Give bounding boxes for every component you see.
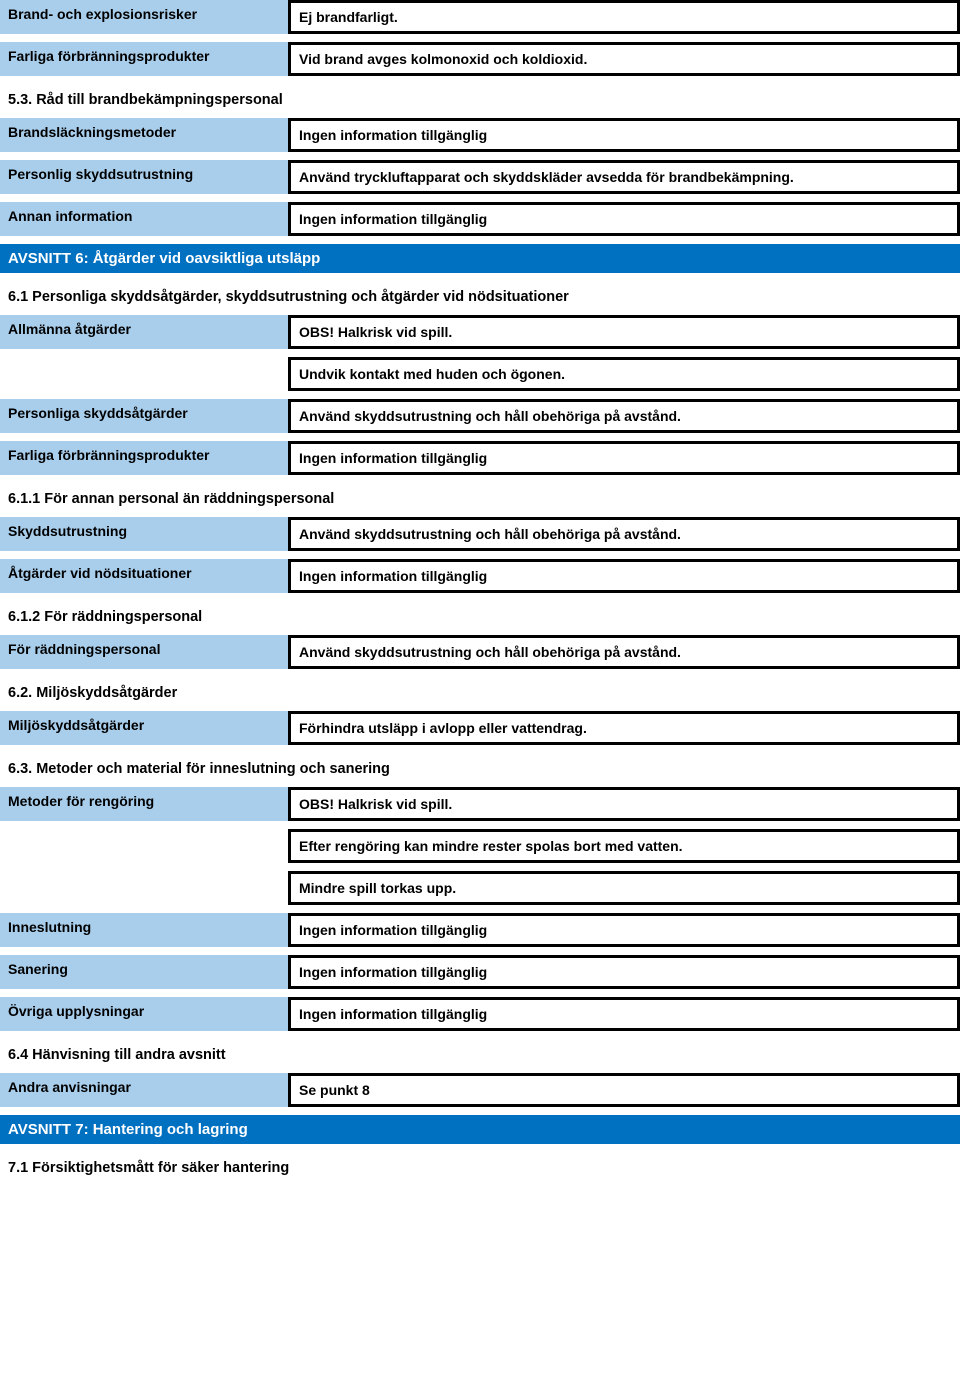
value-personliga: Använd skyddsutrustning och håll obehöri… xyxy=(288,399,960,433)
value-inneslutning: Ingen information tillgänglig xyxy=(288,913,960,947)
heading-6-3: 6.3. Metoder och material för inneslutni… xyxy=(0,753,960,787)
value-annan-info: Ingen information tillgänglig xyxy=(288,202,960,236)
value-metoder-rengoring-1: OBS! Halkrisk vid spill. xyxy=(288,787,960,821)
section-bar-6: AVSNITT 6: Åtgärder vid oavsiktliga utsl… xyxy=(0,244,960,273)
row-sanering: Sanering Ingen information tillgänglig xyxy=(0,955,960,989)
value-farliga-6-1: Ingen information tillgänglig xyxy=(288,441,960,475)
value-allmanna-2: Undvik kontakt med huden och ögonen. xyxy=(288,357,960,391)
heading-5-3: 5.3. Råd till brandbekämpningspersonal xyxy=(0,84,960,118)
row-metoder-rengoring-3: Mindre spill torkas upp. xyxy=(0,871,960,905)
value-brandslack: Ingen information tillgänglig xyxy=(288,118,960,152)
label-allmanna: Allmänna åtgärder xyxy=(0,315,288,349)
label-raddningspersonal: För räddningspersonal xyxy=(0,635,288,669)
label-inneslutning: Inneslutning xyxy=(0,913,288,947)
row-personlig-skydd: Personlig skyddsutrustning Använd tryckl… xyxy=(0,160,960,194)
spacer xyxy=(0,829,288,863)
value-andra: Se punkt 8 xyxy=(288,1073,960,1107)
value-brand-risk: Ej brandfarligt. xyxy=(288,0,960,34)
row-metoder-rengoring-2: Efter rengöring kan mindre rester spolas… xyxy=(0,829,960,863)
heading-6-2: 6.2. Miljöskyddsåtgärder xyxy=(0,677,960,711)
label-skyddsutrustning: Skyddsutrustning xyxy=(0,517,288,551)
spacer xyxy=(0,871,288,905)
row-metoder-rengoring-1: Metoder för rengöring OBS! Halkrisk vid … xyxy=(0,787,960,821)
row-farliga-6-1: Farliga förbränningsprodukter Ingen info… xyxy=(0,441,960,475)
row-farliga: Farliga förbränningsprodukter Vid brand … xyxy=(0,42,960,76)
heading-6-1-1: 6.1.1 För annan personal än räddningsper… xyxy=(0,483,960,517)
heading-7-1: 7.1 Försiktighetsmått för säker hanterin… xyxy=(0,1152,960,1186)
row-andra-anvisningar: Andra anvisningar Se punkt 8 xyxy=(0,1073,960,1107)
label-nodsituationer: Åtgärder vid nödsituationer xyxy=(0,559,288,593)
value-miljo: Förhindra utsläpp i avlopp eller vattend… xyxy=(288,711,960,745)
row-personliga-skyddsatgarder: Personliga skyddsåtgärder Använd skyddsu… xyxy=(0,399,960,433)
row-inneslutning: Inneslutning Ingen information tillgängl… xyxy=(0,913,960,947)
spacer xyxy=(0,357,288,391)
heading-6-1: 6.1 Personliga skyddsåtgärder, skyddsutr… xyxy=(0,281,960,315)
label-andra: Andra anvisningar xyxy=(0,1073,288,1107)
value-farliga: Vid brand avges kolmonoxid och koldioxid… xyxy=(288,42,960,76)
row-skyddsutrustning: Skyddsutrustning Använd skyddsutrustning… xyxy=(0,517,960,551)
label-brand-risk: Brand- och explosionsrisker xyxy=(0,0,288,34)
value-allmanna-1: OBS! Halkrisk vid spill. xyxy=(288,315,960,349)
label-personliga: Personliga skyddsåtgärder xyxy=(0,399,288,433)
label-brandslack: Brandsläckningsmetoder xyxy=(0,118,288,152)
label-sanering: Sanering xyxy=(0,955,288,989)
row-allmanna: Allmänna åtgärder OBS! Halkrisk vid spil… xyxy=(0,315,960,349)
value-ovriga: Ingen information tillgänglig xyxy=(288,997,960,1031)
row-raddningspersonal: För räddningspersonal Använd skyddsutrus… xyxy=(0,635,960,669)
label-ovriga: Övriga upplysningar xyxy=(0,997,288,1031)
value-sanering: Ingen information tillgänglig xyxy=(288,955,960,989)
value-personlig-skydd: Använd tryckluftapparat och skyddskläder… xyxy=(288,160,960,194)
row-miljo: Miljöskyddsåtgärder Förhindra utsläpp i … xyxy=(0,711,960,745)
heading-6-4: 6.4 Hänvisning till andra avsnitt xyxy=(0,1039,960,1073)
label-farliga-6-1: Farliga förbränningsprodukter xyxy=(0,441,288,475)
label-metoder-rengoring: Metoder för rengöring xyxy=(0,787,288,821)
label-personlig-skydd: Personlig skyddsutrustning xyxy=(0,160,288,194)
value-nodsituationer: Ingen information tillgänglig xyxy=(288,559,960,593)
row-annan-info: Annan information Ingen information till… xyxy=(0,202,960,236)
row-allmanna-2: Undvik kontakt med huden och ögonen. xyxy=(0,357,960,391)
value-metoder-rengoring-2: Efter rengöring kan mindre rester spolas… xyxy=(288,829,960,863)
value-raddningspersonal: Använd skyddsutrustning och håll obehöri… xyxy=(288,635,960,669)
heading-6-1-2: 6.1.2 För räddningspersonal xyxy=(0,601,960,635)
label-miljo: Miljöskyddsåtgärder xyxy=(0,711,288,745)
row-brandslack: Brandsläckningsmetoder Ingen information… xyxy=(0,118,960,152)
section-bar-7: AVSNITT 7: Hantering och lagring xyxy=(0,1115,960,1144)
row-ovriga: Övriga upplysningar Ingen information ti… xyxy=(0,997,960,1031)
label-farliga: Farliga förbränningsprodukter xyxy=(0,42,288,76)
value-skyddsutrustning: Använd skyddsutrustning och håll obehöri… xyxy=(288,517,960,551)
label-annan-info: Annan information xyxy=(0,202,288,236)
row-brand-risk: Brand- och explosionsrisker Ej brandfarl… xyxy=(0,0,960,34)
value-metoder-rengoring-3: Mindre spill torkas upp. xyxy=(288,871,960,905)
row-nodsituationer: Åtgärder vid nödsituationer Ingen inform… xyxy=(0,559,960,593)
